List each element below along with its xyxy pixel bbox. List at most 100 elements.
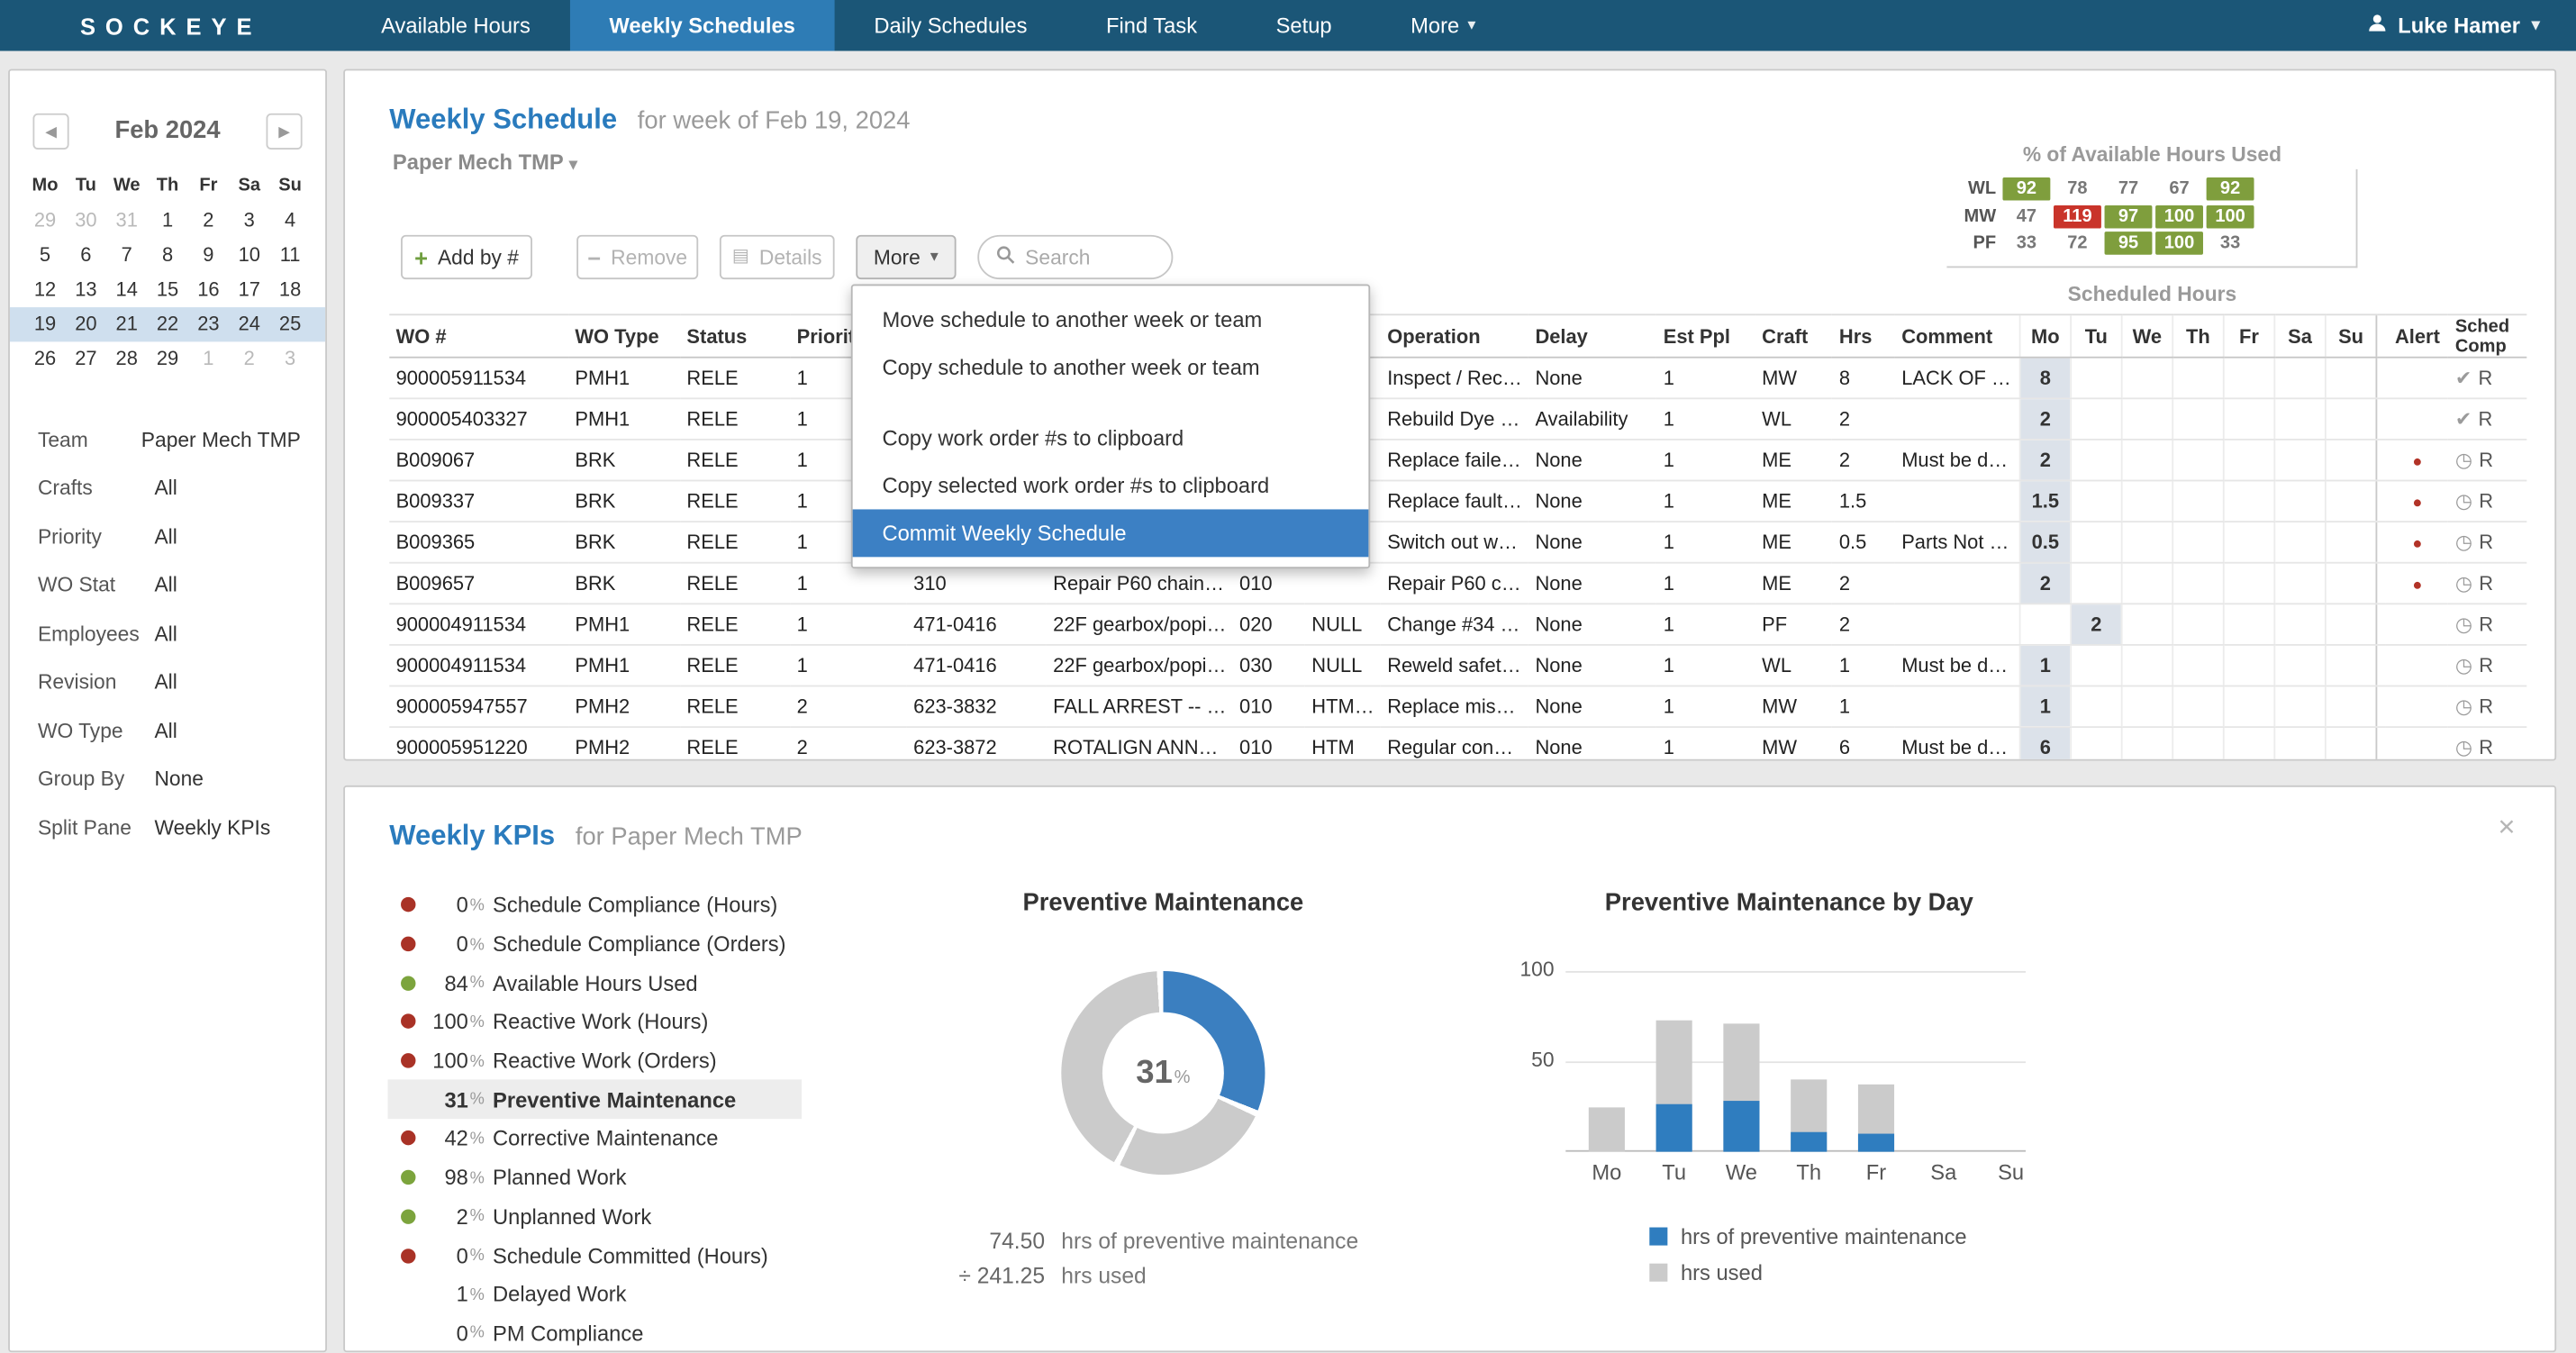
filter-value-team[interactable]: Paper Mech TMP [141,428,301,452]
calendar-day[interactable]: 29 [33,208,57,232]
calendar-day[interactable]: 21 [115,312,138,336]
calendar-day[interactable]: 31 [115,208,138,232]
filter-value-wo-stat[interactable]: All [154,574,177,597]
wo-cell: WL [1755,644,1833,687]
menu-item-copy-work-order-s-to-clipboard[interactable]: Copy work order #s to clipboard [882,425,1184,450]
kpi-item-available-hours-used[interactable]: 84% Available Hours Used [387,964,802,1003]
calendar-day[interactable]: 1 [161,208,174,232]
wo-row[interactable]: B009657 BRK RELE 1 310 Repair P60 chain… 010 Re… [389,562,2528,605]
menu-item-commit-weekly-schedule[interactable]: Commit Weekly Schedule [852,509,1369,558]
calendar-day[interactable]: 25 [278,312,302,336]
check-icon: ✔ [2454,407,2472,431]
col-header: Est Ppl [1656,313,1755,359]
calendar-day[interactable]: 14 [115,277,138,301]
menu-item-copy-schedule-to-another-week-or-team[interactable]: Copy schedule to another week or team [882,354,1260,380]
kpi-item-planned-work[interactable]: 98% Planned Work [387,1158,802,1197]
calendar-day[interactable]: 2 [243,346,255,370]
filter-value-revision[interactable]: All [154,670,177,695]
menu-item-copy-selected-work-order-s-to-clipboard[interactable]: Copy selected work order #s to clipboard [882,473,1270,498]
calendar-day[interactable]: 3 [284,346,296,370]
calendar-week-row[interactable]: 29 30 31 1 2 3 4 [10,204,325,238]
prev-month-button[interactable]: ◀ [32,113,69,150]
wo-row[interactable]: 900005951220 PMH2 RELE 2 623-3872 ROTALIGN AN… [389,727,2528,759]
kpi-item-schedule-committed-hours[interactable]: 0% Schedule Committed (Hours) [387,1236,802,1275]
kpi-item-reactive-work-orders[interactable]: 100% Reactive Work (Orders) [387,1041,802,1080]
menu-item-move-schedule-to-another-week-or-team[interactable]: Move schedule to another week or team [882,307,1263,332]
filter-value-split-pane[interactable]: Weekly KPIs [154,816,271,840]
filter-value-wo-type[interactable]: All [154,719,177,742]
calendar-day[interactable]: 16 [197,277,220,301]
kpi-item-schedule-compliance-orders[interactable]: 0% Schedule Compliance (Orders) [387,924,802,963]
calendar-day[interactable]: 5 [39,242,51,267]
calendar-day[interactable]: 8 [161,242,174,267]
wo-row[interactable]: B009365 BRK RELE 1 Switch out w… None 1 ME 0.5 Pa… [389,522,2528,564]
team-selector[interactable]: Paper Mech TMP ▾ [392,149,578,175]
nav-tab-daily-schedules[interactable]: Daily Schedules [835,0,1067,51]
calendar-day[interactable]: 3 [243,208,255,232]
calendar-day[interactable]: 15 [156,277,179,301]
calendar-day[interactable]: 24 [238,312,260,336]
legend-label: hrs used [1680,1259,1763,1285]
user-menu[interactable]: Luke Hamer ▾ [2330,0,2576,51]
filter-value-group-by[interactable]: None [154,767,204,791]
calendar-week-row[interactable]: 5 6 7 8 9 10 11 [10,238,325,272]
wo-cell: B009657 [389,562,569,605]
add-by-number-button[interactable]: + Add by # [401,234,532,280]
calendar-day[interactable]: 18 [278,277,302,301]
wo-row[interactable]: 900005947557 PMH2 RELE 2 623-3832 FALL ARREST… [389,686,2528,729]
calendar-day[interactable]: 17 [238,277,260,301]
close-icon[interactable]: × [2498,810,2516,843]
calendar-day[interactable]: 19 [33,312,57,336]
kpi-item-pm-compliance[interactable]: 0% PM Compliance [387,1313,802,1350]
filter-value-crafts[interactable]: All [154,477,177,500]
calendar-day[interactable]: 26 [33,346,57,370]
calendar-day[interactable]: 20 [75,312,97,336]
calendar-day[interactable]: 13 [75,277,97,301]
wo-cell: PMH2 [568,686,681,729]
kpi-item-corrective-maintenance[interactable]: 42% Corrective Maintenance [387,1119,802,1158]
kpi-item-reactive-work-hours[interactable]: 100% Reactive Work (Hours) [387,1003,802,1041]
nav-tab-weekly-schedules[interactable]: Weekly Schedules [569,0,835,51]
calendar-day[interactable]: 2 [203,208,214,232]
wo-row[interactable]: 900005911534 PMH1 RELE 1 Inspect / Rec… None 1… [389,357,2528,400]
nav-tab-more[interactable]: More ▾ [1371,0,1515,51]
calendar-day[interactable]: 27 [75,346,97,370]
calendar-week-row[interactable]: 12 13 14 15 16 17 18 [10,273,325,307]
calendar-day[interactable]: 28 [115,346,138,370]
calendar-day[interactable]: 11 [279,242,301,267]
calendar-week-row[interactable]: 19 20 21 22 23 24 25 [9,307,326,342]
calendar-day[interactable]: 29 [156,346,179,370]
nav-tab-available-hours[interactable]: Available Hours [341,0,569,51]
wo-row[interactable]: B009067 BRK RELE 1 Replace faile… None 1 ME 2 Mus… [389,439,2528,482]
next-month-button[interactable]: ▶ [266,113,303,150]
calendar-day[interactable]: 4 [284,208,296,232]
filter-value-priority[interactable]: All [154,525,177,549]
wo-row[interactable]: 900004911534 PMH1 RELE 1 471-0416 22F gearbox… [389,644,2528,687]
remove-button[interactable]: − Remove [576,234,699,280]
kpi-item-delayed-work[interactable]: 1% Delayed Work [387,1275,802,1313]
calendar-day[interactable]: 12 [33,277,57,301]
calendar-day[interactable]: 23 [197,312,220,336]
app-logo[interactable]: SOCKEYE [79,12,262,39]
details-button[interactable]: ▤ Details [719,234,835,280]
more-button[interactable]: More ▾ [856,234,957,280]
kpi-item-preventive-maintenance[interactable]: 31% Preventive Maintenance [387,1080,803,1120]
calendar-day[interactable]: 22 [156,312,179,336]
calendar-week-row[interactable]: 26 27 28 29 1 2 3 [10,341,325,376]
col-header: Delay [1528,313,1657,359]
kpi-item-unplanned-work[interactable]: 2% Unplanned Work [387,1197,802,1236]
kpi-item-schedule-compliance-hours[interactable]: 0% Schedule Compliance (Hours) [387,885,802,924]
calendar-day[interactable]: 9 [203,242,214,267]
calendar-day[interactable]: 1 [203,346,214,370]
calendar-day[interactable]: 30 [75,208,97,232]
wo-row[interactable]: 900005403327 PMH1 RELE 1 Rebuild Dye … Availa… [389,398,2528,440]
search-input[interactable] [1025,245,1154,269]
wo-row[interactable]: 900004911534 PMH1 RELE 1 471-0416 22F gearbox… [389,604,2528,646]
calendar-day[interactable]: 6 [80,242,92,267]
nav-tab-setup[interactable]: Setup [1237,0,1372,51]
calendar-day[interactable]: 10 [238,242,260,267]
wo-row[interactable]: B009337 BRK RELE 1 Replace fault… None 1 ME 1.5 1… [389,480,2528,523]
calendar-day[interactable]: 7 [121,242,132,267]
nav-tab-find-task[interactable]: Find Task [1066,0,1237,51]
filter-value-employees[interactable]: All [154,622,177,646]
